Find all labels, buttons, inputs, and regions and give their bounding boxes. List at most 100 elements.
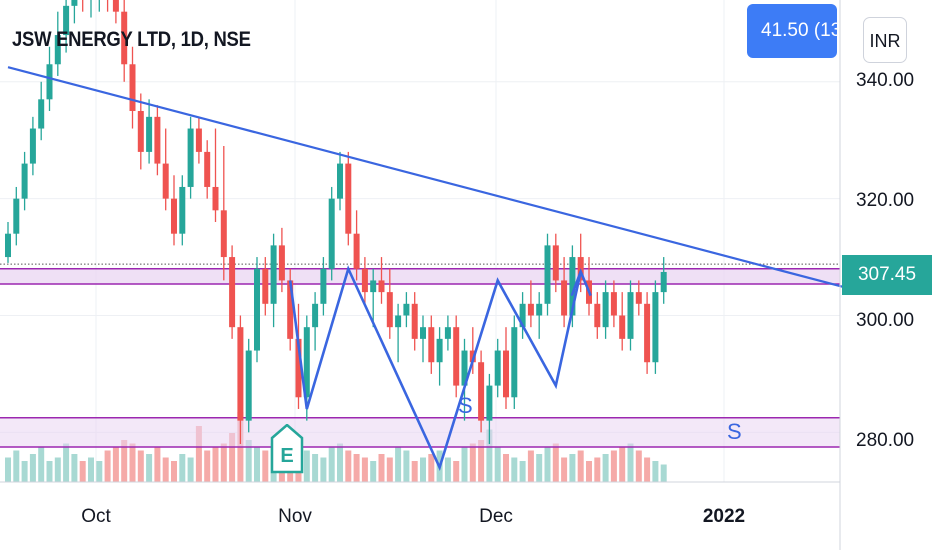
- candle-body: [195, 128, 202, 152]
- candle-body: [619, 315, 626, 339]
- volume-bar: [519, 461, 526, 482]
- volume-bar: [527, 450, 534, 482]
- volume-bar: [54, 457, 61, 482]
- candle-body: [154, 116, 161, 164]
- price-change-badge[interactable]: 41.50 (13: [747, 4, 837, 58]
- candlesticks: [5, 0, 667, 445]
- candle-body: [503, 350, 509, 398]
- volume-bar: [262, 450, 269, 482]
- volume-bar: [187, 457, 194, 482]
- volume-bar: [204, 450, 211, 482]
- candle-body: [519, 303, 526, 328]
- candle-body: [478, 362, 485, 421]
- candle-body: [320, 268, 327, 304]
- candle-body: [411, 303, 418, 339]
- candle-body: [63, 5, 70, 36]
- candle-body: [262, 268, 269, 304]
- volume-bar: [154, 447, 161, 482]
- volume-bar: [503, 454, 509, 482]
- volume-bar: [212, 447, 219, 482]
- volume-bar: [561, 457, 568, 482]
- candle-body: [536, 303, 543, 316]
- last-price-label: 307.45: [842, 255, 932, 295]
- x-tick-label: Oct: [81, 506, 111, 527]
- volume-bar: [461, 447, 468, 482]
- volume-bar: [494, 447, 501, 482]
- volume-bar: [478, 440, 485, 482]
- candle-body: [121, 11, 128, 65]
- candle-body: [486, 385, 493, 421]
- volume-bar: [129, 443, 136, 482]
- volume-bar: [411, 461, 418, 482]
- volume-bar: [137, 450, 144, 482]
- earnings-marker[interactable]: E: [270, 424, 304, 474]
- candle-body: [610, 292, 617, 316]
- volume-bar: [229, 433, 236, 482]
- volume-bar: [586, 461, 592, 482]
- volume-bar: [146, 454, 153, 482]
- volume-bar: [63, 443, 70, 482]
- pattern-path: [288, 265, 582, 472]
- candle-body: [54, 35, 61, 65]
- volume-bar: [254, 447, 260, 482]
- volume-bar: [29, 454, 36, 482]
- volume-bar: [577, 450, 584, 482]
- volume-bar: [112, 447, 119, 482]
- chart-grid: [0, 0, 840, 482]
- volume-bar: [79, 461, 86, 482]
- pattern-arrowhead: [570, 268, 592, 297]
- candle-body: [71, 0, 78, 6]
- resistance-zone: [0, 268, 840, 284]
- candle-body: [270, 245, 277, 304]
- candle-body: [353, 233, 360, 269]
- candle-body: [635, 292, 642, 304]
- volume-bar: [353, 454, 360, 482]
- candle-body: [179, 186, 186, 234]
- candle-body: [453, 327, 460, 386]
- candle-body: [602, 292, 609, 328]
- candle-body: [38, 99, 45, 129]
- drawn-lines: [7, 66, 864, 472]
- candle-body: [13, 198, 20, 234]
- volume-bar: [5, 457, 11, 482]
- candle-body: [386, 292, 393, 328]
- volume-bar: [370, 461, 377, 482]
- candle-body: [428, 327, 435, 363]
- volume-bar: [511, 457, 518, 482]
- candle-body: [378, 280, 385, 293]
- candle-body: [395, 315, 402, 328]
- volume-bar: [195, 426, 202, 482]
- candle-body: [29, 128, 36, 164]
- candle-body: [46, 64, 53, 100]
- candle-body: [303, 327, 310, 398]
- x-tick-label: Nov: [278, 506, 312, 527]
- earnings-letter: E: [280, 445, 293, 467]
- candle-body: [561, 280, 568, 316]
- candle-body: [652, 292, 659, 363]
- candle-body: [494, 350, 501, 386]
- volume-bar: [220, 443, 227, 482]
- candle-body: [403, 303, 410, 316]
- candle-body: [237, 327, 244, 421]
- volume-bar: [121, 440, 128, 482]
- volume-bar: [660, 464, 667, 482]
- volume-bar: [428, 454, 435, 482]
- volume-bar: [552, 443, 559, 482]
- volume-bar: [386, 457, 393, 482]
- candle-body: [278, 245, 285, 281]
- volume-bar: [171, 461, 177, 482]
- volume-bar: [162, 457, 169, 482]
- volume-bar: [569, 454, 576, 482]
- currency-button[interactable]: INR: [863, 17, 907, 63]
- candle-body: [312, 303, 319, 328]
- candle-body: [527, 303, 534, 316]
- candle-body: [328, 198, 335, 269]
- candle-body: [337, 163, 343, 199]
- candle-body: [5, 233, 11, 258]
- candle-body: [137, 111, 144, 152]
- volume-bar: [88, 457, 94, 482]
- volume-bar: [303, 450, 310, 482]
- candle-body: [444, 327, 451, 339]
- y-tick-label: 300.00: [856, 310, 915, 331]
